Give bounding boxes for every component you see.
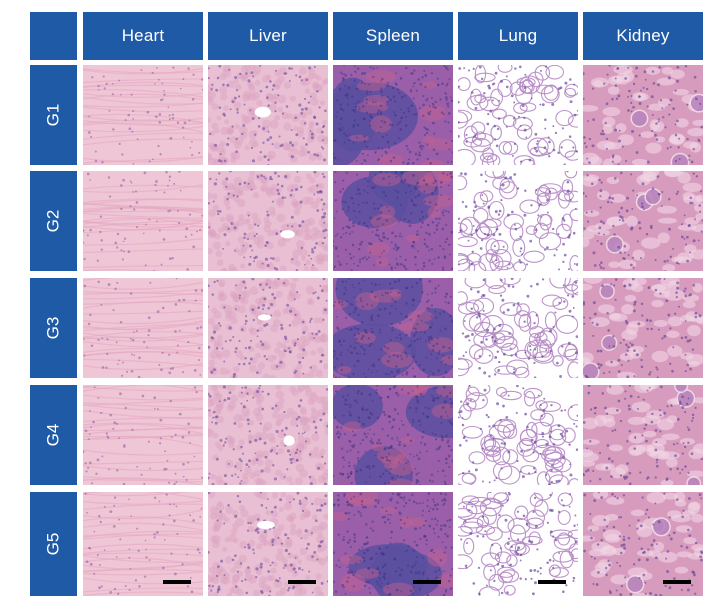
row-header-g4: G4 [30,385,77,485]
spleen-micrograph [333,278,453,378]
tile-liver-g4 [208,385,328,485]
scale-bar [663,580,691,584]
lung-micrograph [458,278,578,378]
column-header-liver: Liver [208,12,328,60]
column-header-lung: Lung [458,12,578,60]
tile-kidney-g2 [583,171,703,271]
tile-heart-g1 [83,65,203,165]
row-label-g2: G2 [43,209,63,233]
tile-kidney-g3 [583,278,703,378]
tile-heart-g3 [83,278,203,378]
row-label-g5: G5 [43,532,63,556]
row-header-g2: G2 [30,171,77,271]
column-header-kidney: Kidney [583,12,703,60]
liver-micrograph [208,492,328,596]
kidney-micrograph [583,385,703,485]
tile-lung-g2 [458,171,578,271]
lung-micrograph [458,171,578,271]
row-header-g5: G5 [30,492,77,596]
tile-spleen-g3 [333,278,453,378]
tile-kidney-g4 [583,385,703,485]
tile-kidney-g1 [583,65,703,165]
row-label-g1: G1 [43,103,63,127]
heart-micrograph [83,171,203,271]
row-header-g3: G3 [30,278,77,378]
column-header-heart: Heart [83,12,203,60]
heart-micrograph [83,492,203,596]
tile-heart-g4 [83,385,203,485]
scale-bar [288,580,316,584]
tile-liver-g5 [208,492,328,596]
scale-bar [413,580,441,584]
lung-micrograph [458,492,578,596]
liver-micrograph [208,171,328,271]
tile-lung-g3 [458,278,578,378]
kidney-micrograph [583,492,703,596]
tile-lung-g5 [458,492,578,596]
tile-spleen-g4 [333,385,453,485]
kidney-micrograph [583,278,703,378]
corner-blank [30,12,77,60]
heart-micrograph [83,65,203,165]
row-label-g4: G4 [43,423,63,447]
tile-heart-g5 [83,492,203,596]
lung-micrograph [458,65,578,165]
spleen-micrograph [333,492,453,596]
tile-heart-g2 [83,171,203,271]
tile-lung-g1 [458,65,578,165]
spleen-micrograph [333,385,453,485]
tile-spleen-g2 [333,171,453,271]
tile-liver-g2 [208,171,328,271]
heart-micrograph [83,385,203,485]
tile-spleen-g5 [333,492,453,596]
scale-bar [538,580,566,584]
column-header-spleen: Spleen [333,12,453,60]
liver-micrograph [208,65,328,165]
tile-lung-g4 [458,385,578,485]
spleen-micrograph [333,65,453,165]
kidney-micrograph [583,171,703,271]
heart-micrograph [83,278,203,378]
tile-kidney-g5 [583,492,703,596]
liver-micrograph [208,278,328,378]
lung-micrograph [458,385,578,485]
spleen-micrograph [333,171,453,271]
tile-liver-g1 [208,65,328,165]
kidney-micrograph [583,65,703,165]
scale-bar [163,580,191,584]
tile-liver-g3 [208,278,328,378]
tile-spleen-g1 [333,65,453,165]
row-header-g1: G1 [30,65,77,165]
row-label-g3: G3 [43,316,63,340]
liver-micrograph [208,385,328,485]
